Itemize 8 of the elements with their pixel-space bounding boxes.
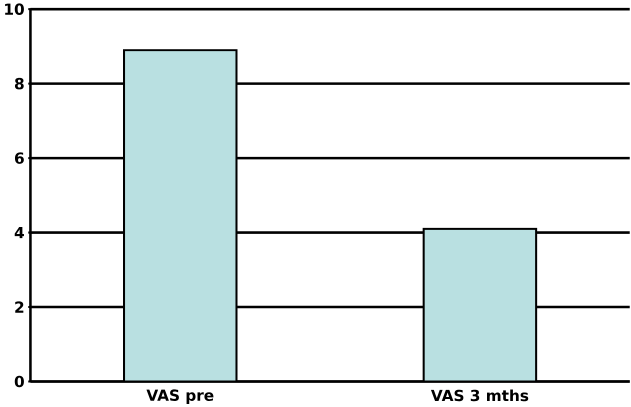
x-tick-label: VAS 3 mths: [430, 389, 528, 402]
y-tick-label: 6: [14, 152, 24, 164]
y-tick-label: 0: [14, 376, 24, 388]
y-tick-label: 10: [5, 3, 24, 15]
x-tick-label: VAS pre: [146, 389, 214, 404]
y-tick-label: 8: [14, 78, 24, 90]
y-tick-label: 2: [15, 301, 24, 313]
y-tick-label: 4: [14, 226, 24, 238]
